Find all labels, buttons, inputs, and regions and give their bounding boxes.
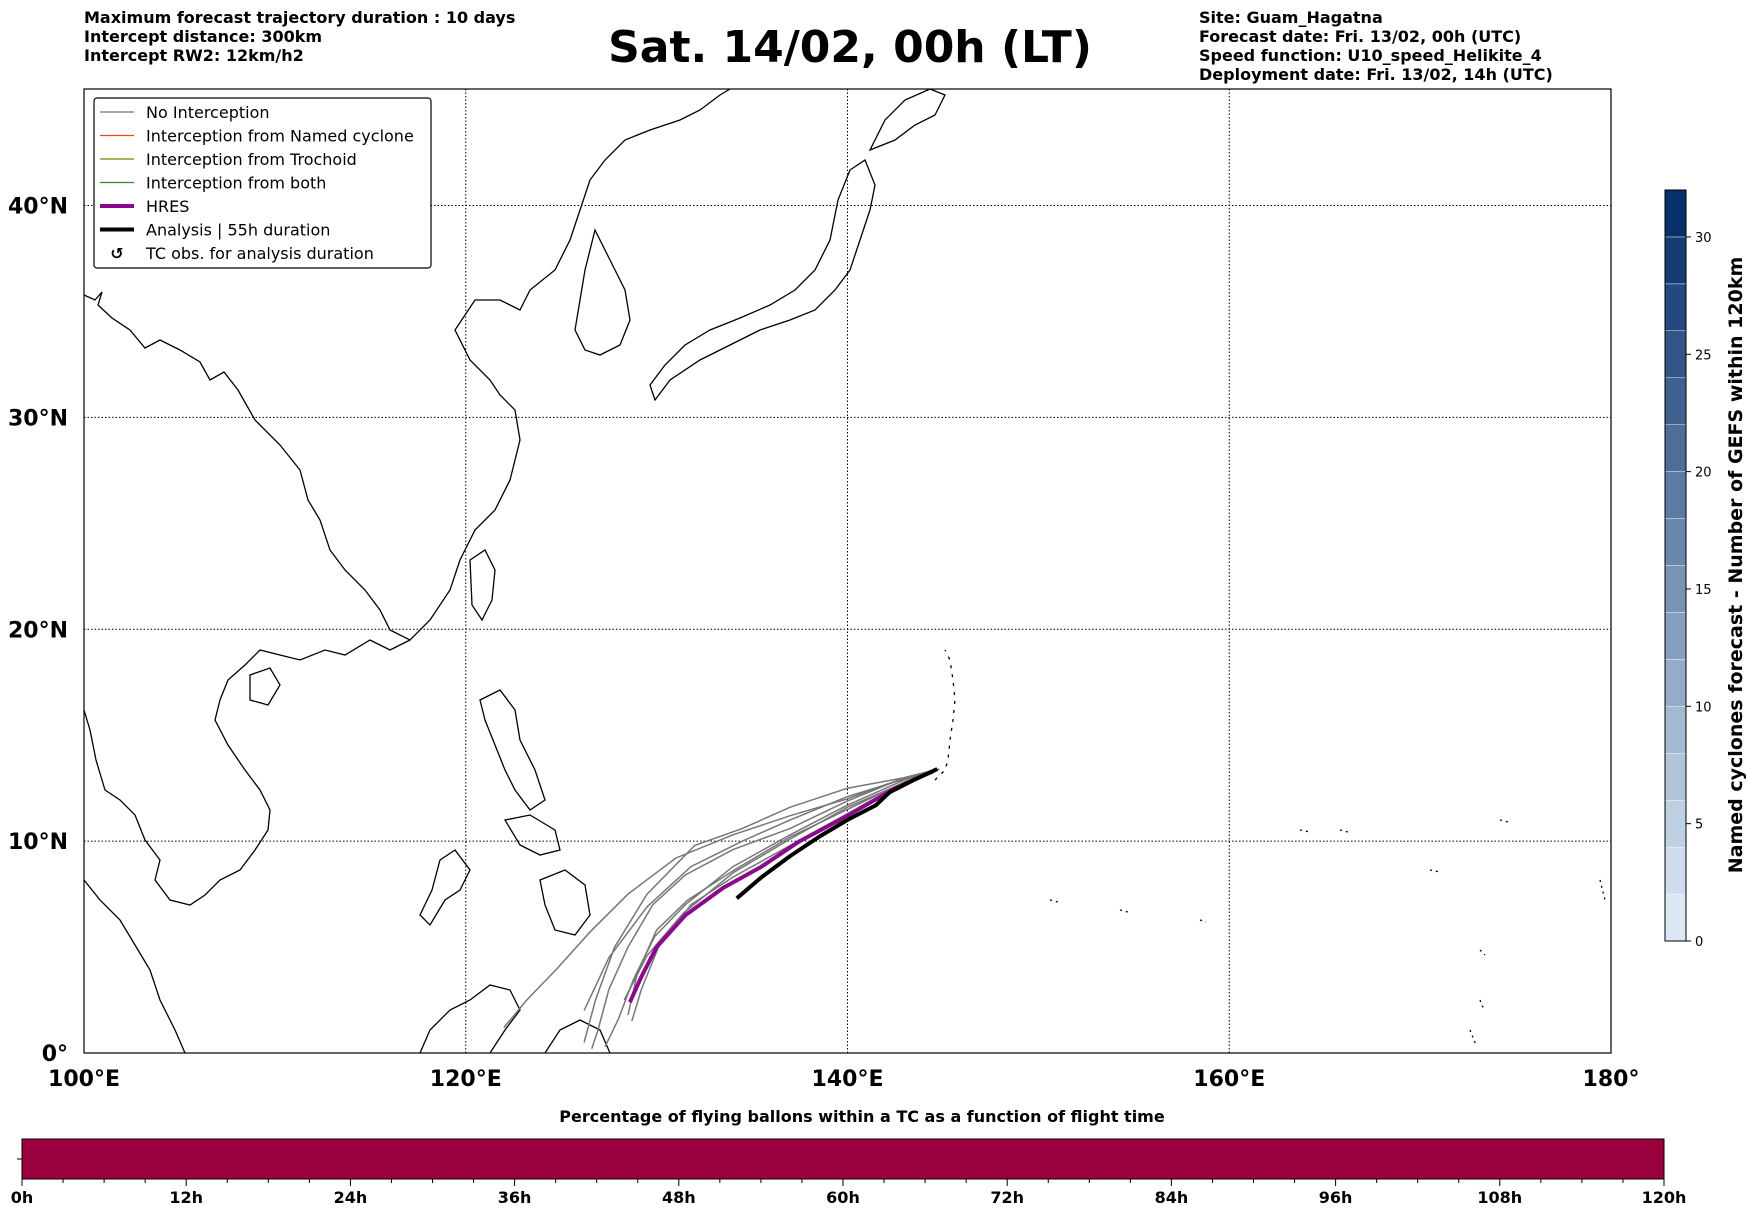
gridlines [84, 89, 1611, 1053]
legend-label: No Interception [146, 103, 270, 122]
pct-tick-label: 60h [826, 1188, 860, 1207]
colorbar-segment [1664, 659, 1687, 707]
coastline-hainan [249, 667, 281, 706]
lat-tick-label: 30°N [8, 406, 68, 431]
percentage-bar: Percentage of flying ballons within a TC… [11, 1107, 1687, 1207]
header-info-right: Site: Guam_Hagatna Forecast date: Fri. 1… [1199, 8, 1553, 84]
trajectory-no-interception [583, 768, 940, 1011]
colorbar-segment [1664, 518, 1687, 566]
colorbar-segment [1664, 565, 1687, 613]
colorbar-segment [1664, 236, 1687, 285]
pct-tick-label: 0h [11, 1188, 34, 1207]
colorbar-segment [1664, 424, 1687, 472]
lon-tick-label: 180° [1583, 1067, 1640, 1092]
coastline-mindanao [539, 869, 591, 936]
coastline-korea [574, 228, 631, 356]
pct-tick-label: 72h [990, 1188, 1024, 1207]
colorbar-tick-label: 20 [1695, 466, 1712, 481]
lat-tick-label: 40°N [8, 195, 68, 220]
trajectory-no-interception [583, 768, 940, 1043]
colorbar-tick-label: 5 [1695, 818, 1703, 833]
header-line: Intercept distance: 300km [84, 27, 323, 46]
header-line: Forecast date: Fri. 13/02, 00h (UTC) [1199, 27, 1522, 46]
colorbar-label: Named cyclones forecast - Number of GEFS… [1725, 257, 1747, 874]
coastline-borneo [419, 984, 521, 1053]
pct-tick-label: 120h [1642, 1188, 1687, 1207]
lon-tick-label: 140°E [812, 1067, 884, 1092]
colorbar-segment [1664, 753, 1687, 801]
map-frame [83, 88, 1612, 1054]
coastline-malay [84, 879, 186, 1053]
coastline-sulawesi [544, 1019, 611, 1053]
pct-tick-label: 48h [662, 1188, 696, 1207]
pct-tick-label: 84h [1155, 1188, 1189, 1207]
lon-tick-label: 160°E [1193, 1067, 1265, 1092]
colorbar-segment [1664, 189, 1687, 238]
header-info-left: Maximum forecast trajectory duration : 1… [84, 8, 515, 65]
pct-tick-label: 24h [334, 1188, 368, 1207]
coastline-palawan [419, 849, 471, 927]
colorbar-frame [1664, 189, 1687, 942]
colorbar-segment [1664, 612, 1687, 660]
colorbar-segment [1664, 377, 1687, 425]
pct-tick-label: 12h [169, 1188, 203, 1207]
legend-box [93, 97, 432, 269]
lat-tick-label: 20°N [8, 618, 68, 643]
coastline-japan [649, 159, 876, 402]
trajectories [503, 767, 940, 1050]
coastline-asia [84, 89, 731, 641]
coastline-china-south [84, 639, 411, 906]
colorbar-tick-label: 25 [1695, 348, 1712, 363]
coastline-marianas [934, 649, 956, 781]
coastlines [84, 89, 1606, 1053]
header-line: Speed function: U10_speed_Helikite_4 [1199, 46, 1542, 65]
colorbar-segment [1664, 283, 1687, 332]
trajectory-hres [628, 769, 935, 1004]
map-title: Sat. 14/02, 00h (LT) [608, 22, 1092, 73]
pct-tick-label: 36h [498, 1188, 532, 1207]
legend: No Interception Interception from Named c… [93, 97, 432, 269]
colorbar-tick-label: 0 [1695, 935, 1703, 950]
colorbar-segment [1664, 471, 1687, 519]
header-line: Deployment date: Fri. 13/02, 14h (UTC) [1199, 65, 1553, 84]
header-line: Maximum forecast trajectory duration : 1… [84, 8, 516, 27]
coastline-hokkaido [868, 89, 946, 152]
legend-label: Interception from Trochoid [146, 150, 357, 169]
lon-tick-label: 120°E [430, 1067, 502, 1092]
colorbar-tick-label: 30 [1695, 231, 1712, 246]
header-line: Intercept RW2: 12km/h2 [84, 46, 304, 65]
colorbar-tick-label: 15 [1695, 583, 1712, 598]
lat-tick-label: 10°N [8, 830, 68, 855]
colorbar-tick-label: 10 [1695, 700, 1712, 715]
coastline-luzon [479, 689, 546, 811]
axis-labels: 100°E 120°E 140°E 160°E 180° 0° 10°N 20°N 30°N 40… [8, 195, 1640, 1092]
header-line: Site: Guam_Hagatna [1199, 8, 1383, 27]
percentage-bar-title: Percentage of flying ballons within a TC… [559, 1107, 1165, 1126]
pct-tick-label: 108h [1477, 1188, 1522, 1207]
trajectory-no-interception [590, 768, 940, 1050]
legend-label: Interception from both [146, 174, 326, 193]
tc-obs-symbol-icon: ↺ [110, 244, 123, 263]
trajectory-no-interception [503, 768, 940, 1029]
legend-label: Analysis | 55h duration [146, 221, 330, 240]
lat-tick-label: 0° [42, 1042, 68, 1067]
trajectory-analysis [735, 767, 939, 900]
legend-label: HRES [146, 197, 189, 216]
pct-tick-label: 96h [1319, 1188, 1353, 1207]
lon-tick-label: 100°E [48, 1067, 120, 1092]
colorbar: 0 5 10 15 20 25 30 Named cyclones forecast - N… [1664, 189, 1747, 950]
colorbar-segment [1664, 893, 1687, 942]
legend-label: Interception from Named cyclone [146, 127, 414, 146]
colorbar-segment [1664, 799, 1687, 848]
colorbar-segment [1664, 330, 1687, 378]
coastline-taiwan [469, 549, 496, 622]
colorbar-segment [1664, 846, 1687, 895]
percentage-bar-fill [21, 1138, 1665, 1180]
coastline-visayas [503, 814, 561, 856]
colorbar-segment [1664, 706, 1687, 754]
legend-label: TC obs. for analysis duration [145, 244, 374, 263]
